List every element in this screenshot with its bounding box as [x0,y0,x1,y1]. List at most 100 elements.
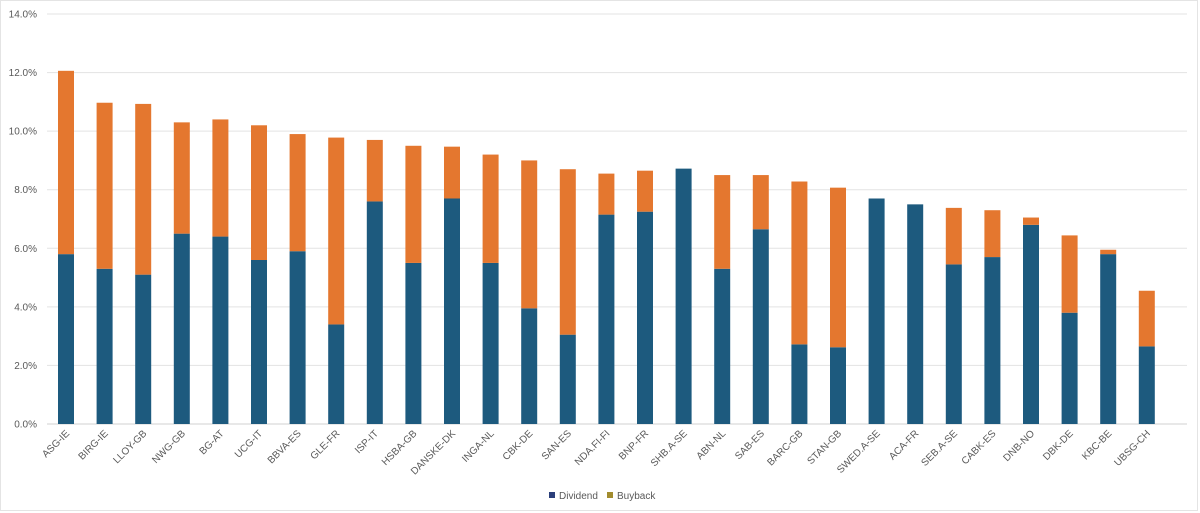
x-tick-label: BNP-FR [617,428,651,462]
bar-dividend-isp-it [366,201,383,424]
bars [58,70,1155,424]
legend-swatch-dividend [549,492,555,498]
bar-buyback-abn-nl [714,175,731,269]
bar-dividend-abn-nl [714,268,731,424]
x-tick-label: HSBA-GB [380,428,420,468]
bar-buyback-asg-ie [58,70,74,255]
x-tick-label: GLE-FR [309,428,343,462]
bar-dividend-shb.a-se [675,168,692,424]
bar-buyback-nwg-gb [173,122,190,234]
x-tick-label: ISP-IT [353,428,381,456]
bar-dividend-birg-ie [96,268,113,424]
x-tick-label: ACA-FR [887,428,921,462]
bar-dividend-san-es [559,334,576,424]
x-tick-label: CBK-DE [501,428,536,463]
bar-buyback-isp-it [366,139,383,202]
legend: Dividend Buyback [549,491,656,502]
x-tick-label: SAB-ES [733,428,767,462]
bar-dividend-nda.fi-fi [598,214,615,424]
bar-buyback-danske-dk [444,146,460,199]
bar-dividend-asg-ie [58,254,74,424]
x-tick-label: BARC-GB [766,428,806,468]
bar-buyback-dnb-no [1023,217,1039,225]
bar-buyback-lloy-gb [135,103,152,275]
x-axis: ASG-IE BIRG-IE LLOY-GB NWG-GB BG-AT UCG-IT BBV… [40,428,1153,477]
y-tick-label: 12.0% [9,68,37,79]
bar-buyback-birg-ie [96,102,113,269]
legend-swatch-buyback [607,492,613,498]
y-tick-label: 0.0% [14,420,37,431]
x-tick-label: ASG-IE [40,428,72,460]
legend-label-dividend: Dividend [559,491,598,502]
bar-dividend-danske-dk [444,198,460,424]
bar-buyback-hsba-gb [405,145,422,263]
bar-dividend-cabk-es [984,257,1001,424]
bar-dividend-dbk-de [1061,312,1078,424]
y-axis: 0.0% 2.0% 4.0% 6.0% 8.0% 10.0% 12.0% 14.0% [9,10,37,431]
gridlines [47,13,1187,425]
x-tick-label: KBC-BE [1080,428,1114,462]
bar-dividend-ubsg-ch [1138,346,1155,424]
x-tick-label: SEB.A-SE [920,428,961,469]
x-tick-label: BBVA-ES [266,428,304,466]
bar-dividend-aca-fr [907,204,924,424]
bar-dividend-hsba-gb [405,262,422,424]
x-tick-label: NDA.FI-FI [573,428,613,468]
bar-dividend-ucg-it [251,260,267,424]
bar-buyback-cabk-es [984,210,1001,258]
bar-dividend-bg-at [212,236,229,424]
bar-dividend-bbva-es [289,251,306,424]
bar-buyback-bnp-fr [637,170,653,212]
x-tick-label: UCG-IT [233,428,265,460]
x-tick-label: STAN-GB [805,428,844,467]
bar-buyback-inga-nl [482,154,499,263]
bar-dividend-stan-gb [830,347,846,424]
x-tick-label: LLOY-GB [112,428,150,466]
bar-buyback-nda.fi-fi [598,173,615,215]
bar-buyback-stan-gb [830,187,846,348]
bar-dividend-bnp-fr [637,211,653,424]
bar-dividend-seb.a-se [945,264,962,424]
bar-buyback-ubsg-ch [1138,290,1155,347]
bar-buyback-dbk-de [1061,235,1078,313]
x-tick-label: DNB-NO [1001,428,1037,464]
bar-buyback-gle-fr [328,137,345,325]
x-tick-label: DBK-DE [1041,428,1076,463]
x-tick-label: UBSG-CH [1113,428,1153,468]
bar-dividend-cbk-de [521,308,538,424]
y-tick-label: 2.0% [14,361,37,372]
bar-buyback-barc-gb [791,181,808,345]
bar-dividend-nwg-gb [173,233,190,424]
y-tick-label: 10.0% [9,127,37,138]
y-tick-label: 6.0% [14,244,37,255]
bar-dividend-swed.a-se [868,198,885,424]
bar-buyback-ucg-it [251,125,267,261]
legend-label-buyback: Buyback [617,491,656,502]
bar-dividend-inga-nl [482,262,499,424]
bar-buyback-bg-at [212,119,229,237]
bar-buyback-cbk-de [521,160,538,309]
x-tick-label: INGA-NL [460,428,497,465]
x-tick-label: CABK-ES [960,428,999,467]
bar-buyback-sab-es [752,175,769,230]
bar-dividend-barc-gb [791,344,808,424]
bar-dividend-sab-es [752,229,769,424]
bar-dividend-kbc-be [1100,254,1117,424]
bar-buyback-seb.a-se [945,207,962,265]
x-tick-label: SHB.A-SE [649,428,690,469]
y-tick-label: 14.0% [9,10,37,21]
y-tick-label: 4.0% [14,302,37,313]
x-tick-label: BG-AT [198,428,227,457]
bar-buyback-bbva-es [289,134,306,252]
bar-buyback-kbc-be [1100,249,1117,255]
x-tick-label: BIRG-IE [77,428,111,462]
bar-dividend-dnb-no [1023,224,1039,424]
bar-dividend-lloy-gb [135,274,152,424]
bar-dividend-gle-fr [328,324,345,424]
bar-buyback-san-es [559,169,576,335]
y-tick-label: 8.0% [14,185,37,196]
x-tick-label: NWG-GB [150,428,188,466]
x-tick-label: ABN-NL [695,428,729,462]
